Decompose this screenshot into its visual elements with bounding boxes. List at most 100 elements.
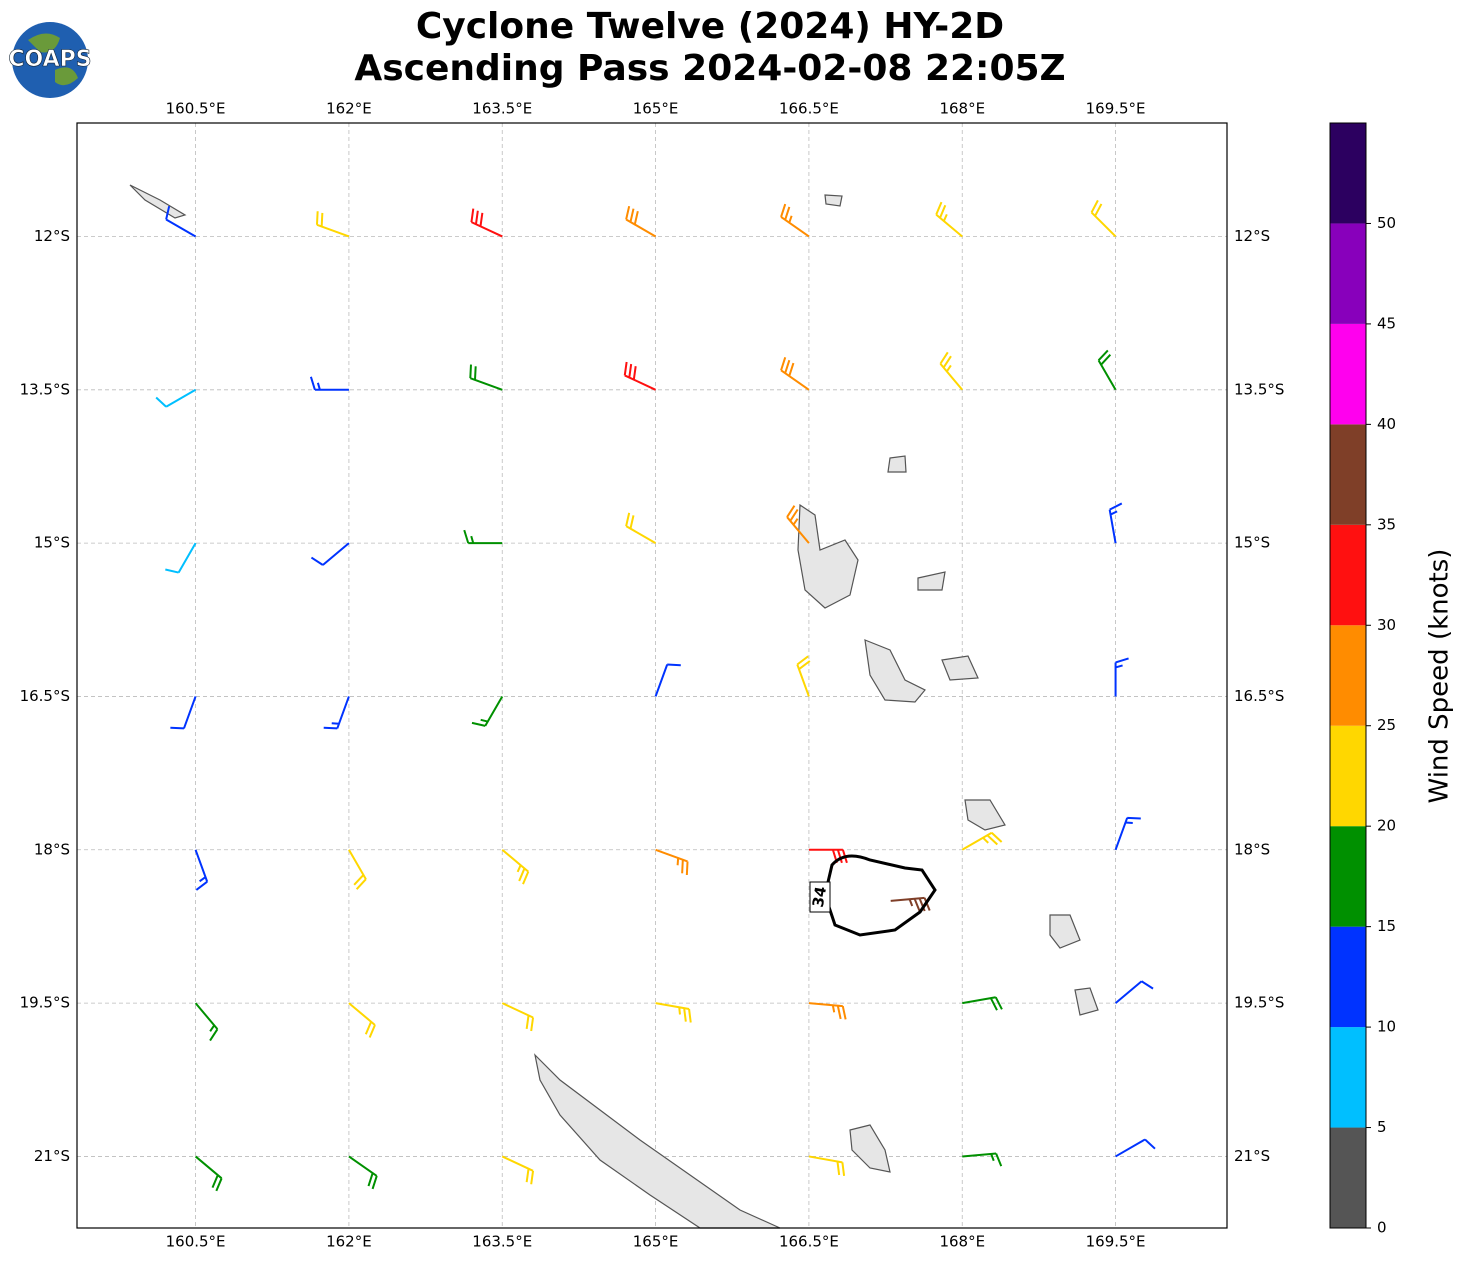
wind-barb [348, 849, 367, 890]
wind-barb [808, 1002, 847, 1020]
wind-barb [1114, 980, 1154, 1004]
logo: COAPS [8, 22, 92, 98]
land-shape [864, 639, 926, 703]
colorbar-segment [1330, 123, 1366, 224]
colorbar-segment [1330, 1127, 1366, 1228]
contour-34kt [823, 854, 937, 937]
land-shape [964, 799, 1006, 831]
y-tick-label: 18°S [1234, 840, 1270, 858]
colorbar-segment [1330, 223, 1366, 324]
colorbar-tick-label: 25 [1377, 716, 1396, 734]
wind-barb [655, 1002, 692, 1023]
wind-barb [470, 208, 503, 238]
wind-barb [808, 848, 848, 864]
wind-barb [348, 1155, 378, 1190]
land-shape [129, 184, 187, 219]
x-tick-label: 168°E [939, 100, 985, 118]
y-tick-label: 12°S [1234, 227, 1270, 245]
y-tick-label: 18°S [34, 840, 70, 858]
wind-barb [323, 696, 350, 730]
colorbar-segment [1330, 424, 1366, 525]
colorbar-tick-label: 45 [1377, 314, 1396, 332]
wind-barb [310, 542, 350, 566]
map-frame [76, 122, 1228, 1229]
wind-barb [315, 211, 350, 238]
wind-barb [1114, 816, 1141, 851]
wind-barb [625, 205, 657, 238]
y-tick-label: 13.5°S [20, 380, 70, 398]
chart-subtitle: Ascending Pass 2024-02-08 22:05Z [354, 48, 1065, 89]
colorbar-segment [1330, 725, 1366, 827]
colorbar-tick-label: 5 [1377, 1118, 1387, 1136]
wind-barb [1114, 657, 1129, 697]
logo-land [28, 33, 78, 86]
colorbar-tick-label: 10 [1377, 1018, 1396, 1036]
wind-barb [501, 1155, 535, 1185]
wind-barb [1115, 1138, 1156, 1158]
wind-barb [155, 388, 197, 408]
land-shape [849, 1124, 891, 1173]
colorbar-segment [1330, 323, 1366, 425]
colorbar-segment [1330, 826, 1366, 927]
wind-barb [1090, 199, 1117, 238]
colorbar-segment [1330, 625, 1366, 726]
wind-barb [469, 364, 503, 391]
wind-barb [939, 351, 964, 391]
wind-barb [309, 376, 349, 391]
x-tick-label: 162°E [326, 1233, 372, 1251]
chart-title: Cyclone Twelve (2024) HY-2D [416, 6, 1004, 47]
x-tick-label: 168°E [939, 1233, 985, 1251]
y-tick-label: 12°S [34, 227, 70, 245]
colorbar-frame [1329, 122, 1367, 1229]
x-tick-label: 169.5°E [1086, 1233, 1146, 1251]
colorbar-tick-label: 40 [1377, 415, 1396, 433]
y-tick-label: 15°S [1234, 534, 1270, 552]
colorbar-tick-label: 35 [1377, 515, 1396, 533]
colorbar-segment [1330, 926, 1366, 1028]
colorbar-tick-label: 20 [1377, 817, 1396, 835]
wind-barb [194, 1155, 223, 1192]
barbs [155, 199, 1156, 1192]
x-tick-label: 166.5°E [779, 100, 839, 118]
wind-barb [625, 512, 657, 544]
x-tick-label: 160.5°E [166, 1233, 226, 1251]
x-tick-label: 165°E [633, 100, 679, 118]
wind-barb [170, 696, 197, 730]
land-shape [824, 194, 843, 207]
wind-barb [1097, 349, 1117, 391]
wind-barb [463, 529, 503, 545]
colorbar-tick-label: 0 [1377, 1219, 1387, 1237]
land-shape [534, 1053, 781, 1229]
land [129, 184, 1099, 1229]
wind-barb [655, 848, 689, 876]
wind-barb [808, 1155, 846, 1176]
colorbar-segment [1330, 524, 1366, 626]
land-shape [887, 455, 907, 473]
wind-barb [194, 849, 209, 891]
colorbar-tick-label: 30 [1377, 616, 1396, 634]
land-shape [1074, 987, 1099, 1016]
land-shape [917, 571, 946, 591]
x-tick-label: 160.5°E [166, 100, 226, 118]
colorbar-label: Wind Speed (knots) [1425, 549, 1455, 804]
y-tick-label: 15°S [34, 534, 70, 552]
colorbar-tick-label: 15 [1377, 917, 1396, 935]
wind-barb [165, 205, 197, 238]
colorbar-tick-label: 50 [1377, 214, 1396, 232]
wind-barb [962, 1152, 1003, 1167]
wind-barb [348, 1002, 376, 1038]
wind-barb [961, 831, 1003, 851]
wind-barb [1108, 502, 1123, 544]
y-tick-label: 21°S [34, 1147, 70, 1165]
y-tick-label: 19.5°S [20, 994, 70, 1012]
y-tick-label: 21°S [1234, 1147, 1270, 1165]
wind-barb [654, 663, 681, 697]
wind-barb [962, 996, 1003, 1011]
y-tick-label: 16.5°S [20, 687, 70, 705]
wind-barb [780, 203, 810, 238]
wind-barb [194, 1002, 219, 1042]
y-tick-label: 16.5°S [1234, 687, 1284, 705]
land-shape [1049, 914, 1081, 949]
wind-barb [786, 505, 810, 544]
wind-barb [890, 896, 931, 912]
